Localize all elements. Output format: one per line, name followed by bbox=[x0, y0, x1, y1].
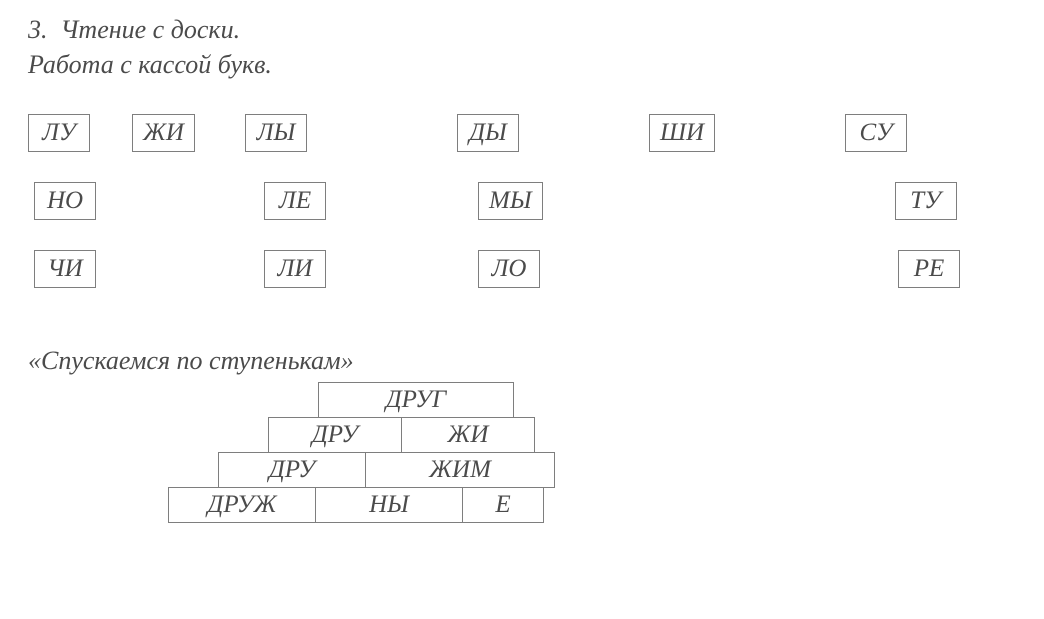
syllable-cell: ДЫ bbox=[457, 114, 519, 152]
pyramid-step-2: ДРУ ЖИ bbox=[268, 417, 535, 453]
syllable-cell: ЛЫ bbox=[245, 114, 307, 152]
syllable-grid: ЛУ ЖИ ЛЫ ДЫ ШИ СУ НО ЛЕ МЫ ТУ ЧИ ЛИ ЛО Р… bbox=[28, 114, 1016, 288]
syllable-cell: ЖИ bbox=[132, 114, 195, 152]
gap bbox=[519, 114, 649, 152]
syllable-cell: РЕ bbox=[898, 250, 960, 288]
syllable-cell: ЛО bbox=[478, 250, 540, 288]
pyramid-cell: ДРУЖ bbox=[168, 487, 316, 523]
pyramid-cell: ЖИМ bbox=[365, 452, 555, 488]
pyramid-cell: ДРУ bbox=[218, 452, 366, 488]
gap bbox=[715, 114, 845, 152]
pyramid-cell: НЫ bbox=[315, 487, 463, 523]
heading-line-1: 3. Чтение с доски. bbox=[28, 12, 1016, 47]
syllable-cell: ЛЕ bbox=[264, 182, 326, 220]
syllable-cell: ТУ bbox=[895, 182, 957, 220]
heading-line-2: Работа с кассой букв. bbox=[28, 47, 1016, 82]
pyramid-cell: ЖИ bbox=[401, 417, 535, 453]
syllable-row-3: ЧИ ЛИ ЛО РЕ bbox=[28, 250, 1016, 288]
gap bbox=[326, 250, 478, 288]
syllable-row-1: ЛУ ЖИ ЛЫ ДЫ ШИ СУ bbox=[28, 114, 1016, 152]
gap bbox=[96, 250, 264, 288]
syllable-cell: СУ bbox=[845, 114, 907, 152]
syllable-cell: ЛУ bbox=[28, 114, 90, 152]
syllable-cell: ШИ bbox=[649, 114, 715, 152]
gap bbox=[326, 182, 478, 220]
syllable-cell: НО bbox=[34, 182, 96, 220]
subheading: «Спускаемся по ступенькам» bbox=[28, 346, 1016, 376]
stairs-pyramid: ДРУГ ДРУ ЖИ ДРУ ЖИМ ДРУЖ НЫ Е bbox=[138, 382, 1016, 532]
pyramid-step-3: ДРУ ЖИМ bbox=[218, 452, 555, 488]
gap bbox=[540, 250, 898, 288]
syllable-cell: ЧИ bbox=[34, 250, 96, 288]
gap bbox=[543, 182, 895, 220]
pyramid-step-1: ДРУГ bbox=[318, 382, 514, 418]
pyramid-cell: ДРУ bbox=[268, 417, 402, 453]
syllable-cell: МЫ bbox=[478, 182, 543, 220]
gap bbox=[307, 114, 457, 152]
gap bbox=[195, 114, 245, 152]
gap bbox=[96, 182, 264, 220]
syllable-cell: ЛИ bbox=[264, 250, 326, 288]
pyramid-cell: ДРУГ bbox=[318, 382, 514, 418]
pyramid-step-4: ДРУЖ НЫ Е bbox=[168, 487, 544, 523]
pyramid-cell: Е bbox=[462, 487, 544, 523]
gap bbox=[90, 114, 132, 152]
syllable-row-2: НО ЛЕ МЫ ТУ bbox=[28, 182, 1016, 220]
